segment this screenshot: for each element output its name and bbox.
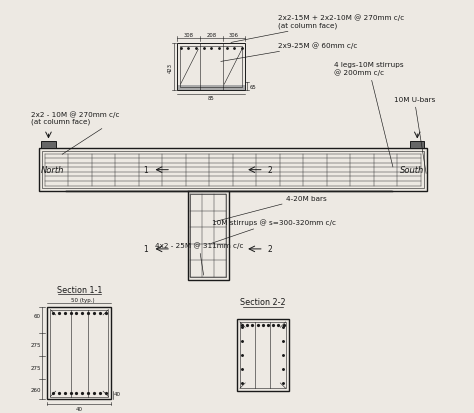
Text: North: North	[41, 166, 64, 175]
Text: 1: 1	[144, 166, 148, 175]
Text: 60: 60	[34, 314, 41, 319]
Bar	[237, 319, 289, 391]
Text: 2: 2	[268, 166, 273, 175]
Text: 2: 2	[268, 245, 273, 254]
Text: 40: 40	[76, 406, 83, 411]
Text: 4 legs-10M stirrups
@ 200mm c/c: 4 legs-10M stirrups @ 200mm c/c	[334, 62, 403, 168]
Text: 423: 423	[167, 62, 173, 72]
Bar	[191, 195, 226, 278]
Text: 1: 1	[144, 245, 148, 254]
Bar	[177, 86, 245, 91]
Text: 50 (typ.): 50 (typ.)	[71, 297, 94, 302]
Text: South: South	[400, 166, 425, 175]
Bar	[50, 310, 109, 396]
Text: 10M U-bars: 10M U-bars	[393, 96, 435, 174]
Bar	[177, 44, 245, 91]
Text: 85: 85	[208, 96, 215, 101]
Bar	[42, 152, 424, 189]
Bar	[47, 307, 111, 399]
Text: 40: 40	[113, 391, 120, 396]
Bar	[180, 47, 242, 88]
Bar	[410, 142, 425, 149]
Text: 4x2 - 25M @ 311mm c/c: 4x2 - 25M @ 311mm c/c	[155, 242, 243, 275]
Bar	[41, 142, 55, 149]
Text: 308: 308	[183, 33, 193, 38]
Bar	[39, 149, 427, 192]
Text: 4-20M bars: 4-20M bars	[215, 195, 327, 222]
Text: 2x9-25M @ 60mm c/c: 2x9-25M @ 60mm c/c	[221, 42, 357, 62]
Text: Section 2-2: Section 2-2	[240, 297, 285, 306]
Text: 2x2 - 10M @ 270mm c/c
(at column face): 2x2 - 10M @ 270mm c/c (at column face)	[31, 111, 119, 155]
Text: 65: 65	[249, 85, 256, 90]
Text: 275: 275	[30, 366, 41, 370]
Bar	[188, 192, 229, 280]
Text: 306: 306	[229, 33, 239, 38]
Text: 260: 260	[30, 387, 41, 392]
Text: 208: 208	[206, 33, 216, 38]
Text: 275: 275	[30, 342, 41, 347]
Bar	[240, 322, 286, 388]
Text: 10M stirrups @ s=300-320mm c/c: 10M stirrups @ s=300-320mm c/c	[211, 219, 336, 244]
Text: Section 1-1: Section 1-1	[57, 285, 102, 294]
Text: 2x2-15M + 2x2-10M @ 270mm c/c
(at column face): 2x2-15M + 2x2-10M @ 270mm c/c (at column…	[231, 15, 404, 43]
